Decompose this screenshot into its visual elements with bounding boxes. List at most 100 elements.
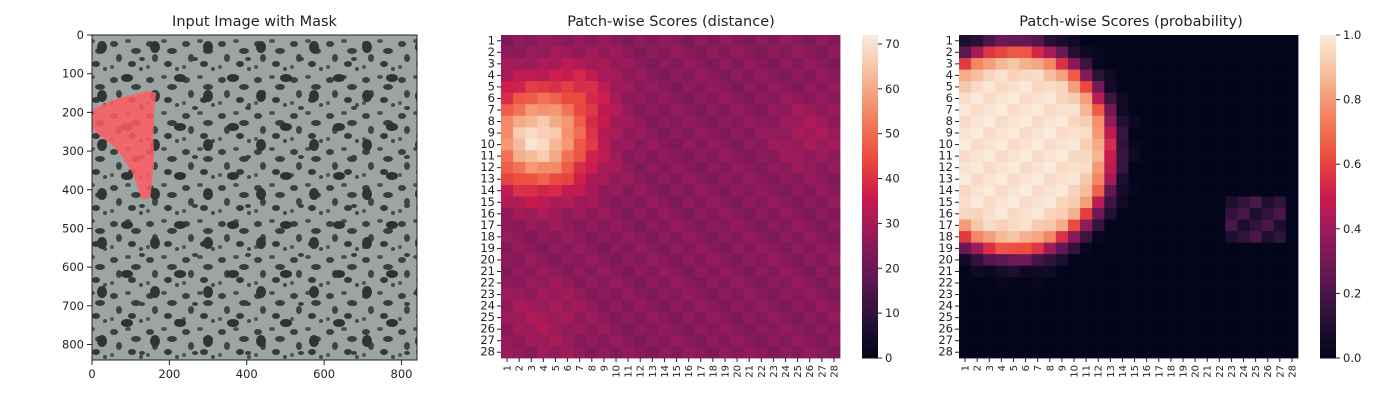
- heatmap-cell: [815, 288, 829, 301]
- heatmap-cell: [755, 46, 768, 59]
- heatmap-cell: [1285, 311, 1299, 324]
- heatmap-cell: [779, 81, 792, 94]
- heatmap-cell: [622, 242, 635, 255]
- colorbar-segment: [1320, 261, 1336, 266]
- heatmap-cell: [694, 208, 708, 220]
- heatmap-cell: [1104, 334, 1117, 347]
- heatmap-cell: [1201, 346, 1214, 359]
- colorbar-segment: [862, 248, 878, 254]
- heatmap-cell: [537, 46, 550, 59]
- heatmap-cell: [537, 334, 550, 347]
- heatmap-cell: [1031, 58, 1045, 71]
- heatmap-cell: [634, 161, 647, 174]
- heatmap-cell: [646, 311, 659, 324]
- heatmap-cell: [791, 219, 805, 232]
- heatmap-cell: [995, 35, 1008, 47]
- heatmap-cell: [1201, 311, 1214, 324]
- heatmap-cell: [1080, 231, 1093, 244]
- y-tick-label: 0: [77, 28, 84, 42]
- heatmap-cell: [1128, 219, 1142, 232]
- heatmap-cell: [658, 300, 671, 313]
- heatmap-cell: [1055, 35, 1069, 47]
- heatmap-cell: [1080, 323, 1093, 336]
- heatmap-cell: [1176, 311, 1190, 324]
- heatmap-cell: [959, 254, 972, 267]
- heatmap-cell: [1116, 334, 1129, 347]
- colorbar-tick-label: 30: [885, 216, 900, 230]
- heatmap-cell: [1261, 254, 1275, 267]
- heatmap-cell: [1261, 242, 1275, 255]
- heatmap-cell: [1249, 334, 1263, 347]
- heatmap-cell: [1201, 254, 1214, 267]
- heatmap-cell: [573, 35, 587, 47]
- heatmap-cell: [573, 115, 587, 128]
- heatmap-cell: [1116, 81, 1129, 94]
- heatmap-cell: [779, 58, 792, 71]
- heatmap-cell: [1273, 219, 1287, 232]
- heatmap-cell: [731, 311, 744, 324]
- heatmap-cell: [1285, 346, 1299, 359]
- heatmap-cell: [1152, 254, 1166, 267]
- heatmap-cell: [1055, 277, 1069, 290]
- heatmap-cell: [1080, 219, 1093, 232]
- heatmap-cell: [549, 104, 562, 117]
- heatmap-cell: [682, 254, 696, 267]
- heatmap-cell: [1189, 242, 1202, 255]
- heatmap-cell: [670, 92, 684, 105]
- heatmap-cell: [1128, 138, 1142, 151]
- heatmap-cell: [1189, 104, 1202, 117]
- colorbar-segment: [862, 313, 878, 319]
- heatmap-cell: [682, 219, 696, 232]
- heatmap-cell: [585, 323, 599, 336]
- heatmap-cell: [779, 173, 792, 186]
- heatmap-cell: [537, 323, 550, 336]
- x-tick-label: 3: [985, 365, 996, 371]
- heatmap-cell: [1237, 138, 1250, 151]
- heatmap-cell: [971, 184, 984, 197]
- heatmap-cell: [1237, 219, 1250, 232]
- heatmap-cell: [1116, 104, 1129, 117]
- heatmap-cell: [731, 104, 744, 117]
- heatmap-cell: [1237, 184, 1250, 197]
- heatmap-cell: [1261, 311, 1275, 324]
- heatmap-cell: [1237, 46, 1250, 59]
- x-tick-label: 5: [551, 365, 562, 371]
- heatmap-cell: [537, 127, 550, 140]
- heatmap-cell: [561, 104, 575, 117]
- heatmap-cell: [718, 92, 732, 105]
- heatmap-cell: [1007, 196, 1020, 209]
- heatmap-cell: [1092, 92, 1105, 105]
- heatmap-cell: [983, 150, 996, 163]
- heatmap-cell: [585, 127, 599, 140]
- colorbar-segment: [862, 337, 878, 343]
- heatmap-cell: [634, 81, 647, 94]
- input-image: [92, 35, 417, 360]
- heatmap-cell: [1152, 138, 1166, 151]
- colorbar-segment: [862, 127, 878, 133]
- heatmap-cell: [501, 311, 514, 324]
- y-tick-label: 400: [62, 183, 84, 197]
- heatmap-cell: [513, 219, 526, 232]
- heatmap-cell: [537, 173, 550, 186]
- heatmap-cell: [634, 346, 647, 359]
- heatmap-cell: [1031, 46, 1045, 59]
- y-tick-label: 23: [480, 287, 495, 301]
- colorbar-segment: [862, 232, 878, 238]
- heatmap-cell: [971, 208, 984, 220]
- x-tick-label: 17: [1154, 365, 1165, 378]
- heatmap-cell: [537, 277, 550, 290]
- heatmap-cell: [755, 58, 768, 71]
- heatmap-cell: [585, 300, 599, 313]
- heatmap-cell: [1261, 231, 1275, 244]
- heatmap-cell: [561, 173, 575, 186]
- colorbar-segment: [1320, 196, 1336, 202]
- colorbar-segment: [862, 67, 878, 72]
- heatmap-cell: [1104, 254, 1117, 267]
- heatmap-cell: [1273, 81, 1287, 94]
- heatmap-cell: [1201, 104, 1214, 117]
- heatmap-cell: [983, 254, 996, 267]
- heatmap-cell: [694, 173, 708, 186]
- colorbar-tick-label: 0.4: [1343, 222, 1361, 236]
- heatmap-cell: [1104, 265, 1117, 278]
- y-tick-label: 9: [946, 126, 953, 140]
